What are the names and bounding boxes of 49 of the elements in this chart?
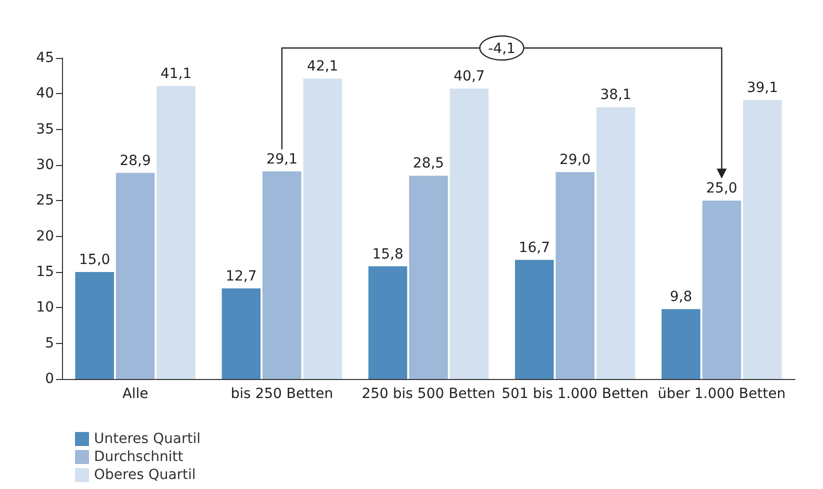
y-tick-label: 30 <box>36 157 54 173</box>
y-tick-label: 5 <box>45 335 54 352</box>
x-tick-label: bis 250 Betten <box>230 386 334 402</box>
data-label: 39,1 <box>746 80 778 96</box>
bar <box>556 172 594 379</box>
y-tick-label: 40 <box>36 86 54 102</box>
bar <box>409 176 448 379</box>
bar <box>662 309 700 379</box>
bar <box>450 88 489 379</box>
data-label: 38,1 <box>600 87 632 104</box>
y-tick-label: 0 <box>45 371 54 387</box>
legend-label: Oberes Quartil <box>94 467 196 483</box>
bar <box>116 172 155 379</box>
data-label: 29,0 <box>560 152 591 168</box>
data-label: 25,0 <box>706 180 738 197</box>
bar <box>596 107 636 379</box>
bar <box>75 272 114 379</box>
legend-label: Durchschnitt <box>94 449 184 465</box>
bar <box>222 288 261 379</box>
y-tick-label: 10 <box>36 300 54 316</box>
bar <box>303 78 342 379</box>
bar <box>262 171 302 379</box>
x-tick-label: Alle <box>122 386 148 402</box>
data-label: 40,7 <box>454 68 485 85</box>
data-label: 41,1 <box>160 66 192 82</box>
y-tick-label: 45 <box>36 50 54 66</box>
data-label: 42,1 <box>307 58 338 75</box>
data-label: 16,7 <box>518 240 550 256</box>
data-label: 28,5 <box>412 156 444 172</box>
data-label: 29,1 <box>266 151 298 168</box>
data-label: 15,0 <box>78 252 110 268</box>
y-tick-label: 15 <box>36 264 54 280</box>
bar <box>702 200 742 379</box>
bar <box>743 100 782 379</box>
y-tick-label: 25 <box>36 192 54 209</box>
data-label: 9,8 <box>670 289 692 306</box>
bar <box>156 86 196 379</box>
data-label: 12,7 <box>226 268 257 284</box>
bar <box>368 266 408 379</box>
data-label: 28,9 <box>120 152 151 169</box>
y-tick-label: 20 <box>36 228 54 244</box>
x-tick-label: 250 bis 500 Betten <box>362 386 496 402</box>
legend-label: Unteres Quartil <box>94 431 201 447</box>
x-tick-label: 501 bis 1.000 Betten <box>502 386 649 402</box>
x-tick-label: über 1.000 Betten <box>658 386 786 402</box>
text: -4,1 <box>488 41 516 57</box>
data-label: 15,8 <box>372 246 404 262</box>
y-tick-label: 35 <box>36 121 54 138</box>
bar <box>514 260 554 379</box>
